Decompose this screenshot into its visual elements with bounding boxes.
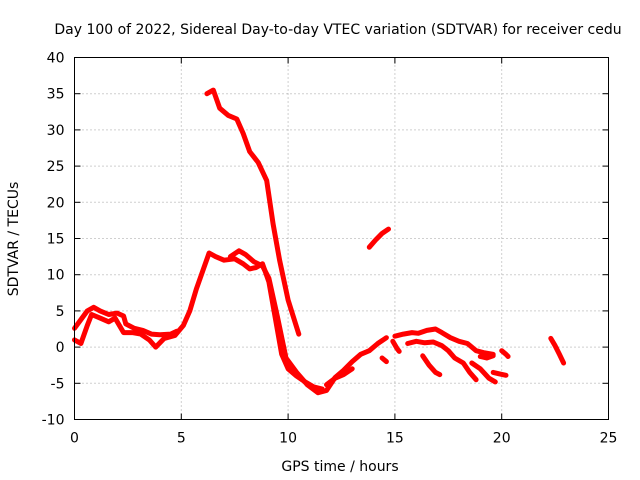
y-tick-label: 40 (47, 51, 65, 67)
y-tick-label: 10 (47, 268, 65, 284)
grid (74, 57, 609, 420)
x-tick-label: 10 (279, 431, 297, 447)
series-trace-16 (390, 338, 402, 354)
series-trace-14 (499, 348, 511, 359)
series-trace-13 (490, 369, 509, 378)
y-tick-labels: -10 -5 0 5 10 15 20 25 30 35 40 (42, 51, 65, 429)
y-tick-label: 20 (47, 195, 65, 211)
series-trace-8 (392, 326, 496, 357)
y-tick-label: 25 (47, 159, 65, 175)
y-tick-label: -10 (42, 413, 65, 429)
x-tick-label: 20 (493, 431, 511, 447)
x-tick-label: 25 (600, 431, 618, 447)
series-trace-11 (469, 360, 498, 385)
y-tick-label: 35 (47, 87, 65, 103)
y-tick-label: -5 (51, 376, 65, 392)
series-trace-4 (227, 248, 389, 396)
series-trace-5 (324, 366, 355, 388)
x-tick-label: 15 (386, 431, 404, 447)
x-axis-label: GPS time / hours (281, 459, 398, 475)
x-tick-labels: 0 5 10 15 20 25 (70, 431, 617, 447)
x-tick-label: 0 (70, 431, 79, 447)
y-tick-label: 30 (47, 123, 65, 139)
series-trace-10 (420, 353, 443, 378)
plot-frame (74, 57, 609, 420)
series-trace-7 (379, 355, 389, 365)
y-tick-label: 15 (47, 232, 65, 248)
data-series (72, 87, 567, 396)
series-trace-12 (477, 353, 496, 361)
chart-title: Day 100 of 2022, Sidereal Day-to-day VTE… (54, 22, 621, 38)
series-trace-6 (366, 226, 391, 250)
series-trace-2 (72, 304, 180, 338)
y-tick-label: 5 (56, 304, 65, 320)
y-axis-label: SDTVAR / TECUs (6, 182, 22, 297)
y-tick-label: 0 (56, 340, 65, 356)
series-trace-9 (405, 338, 479, 383)
series-trace-15 (548, 335, 567, 366)
series-trace-3 (204, 87, 302, 337)
x-tick-label: 5 (177, 431, 186, 447)
series-trace-1 (72, 250, 325, 392)
